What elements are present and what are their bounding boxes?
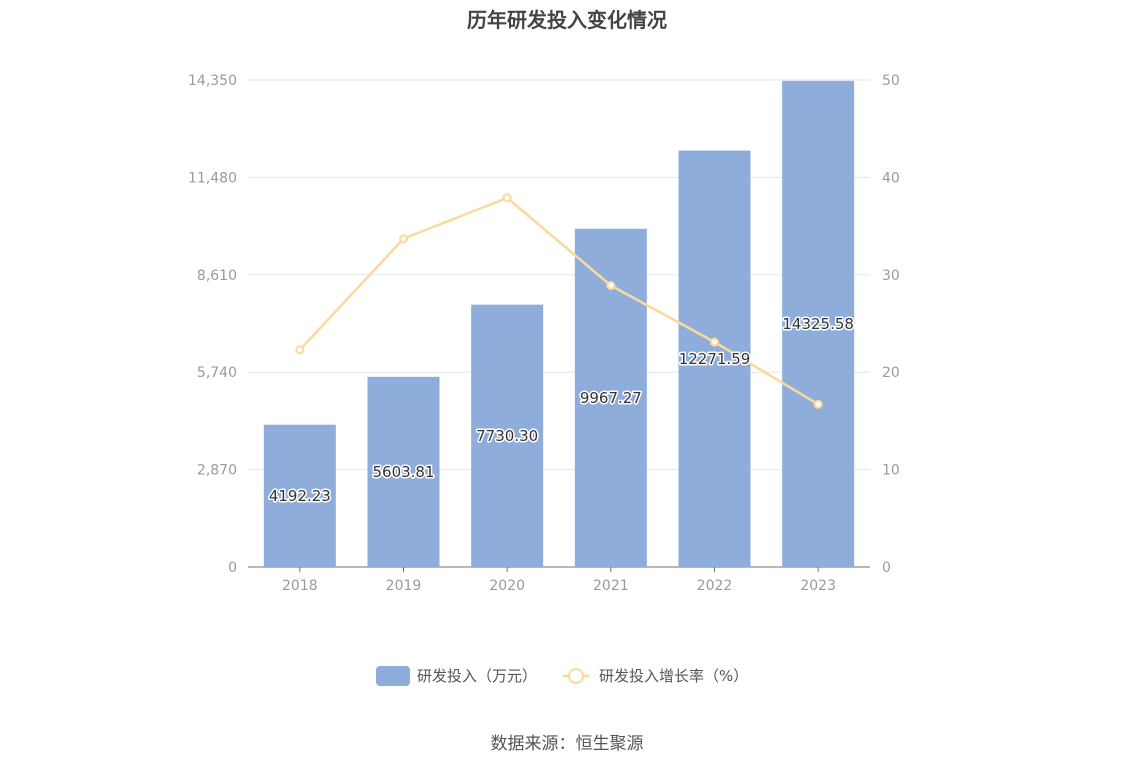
bar [782,80,855,568]
bar-value-label: 12271.59 [679,350,751,368]
bar-value-label: 5603.81 [372,463,434,481]
y-left-tick-label: 14,350 [188,73,237,89]
x-tick-label: 2018 [282,578,318,594]
chart-title: 历年研发投入变化情况 [467,8,667,32]
growth-rate-line [298,196,819,406]
growth-rate-point [606,281,616,291]
y-left-tick-label: 11,480 [188,170,237,186]
x-tick-label: 2023 [800,578,836,594]
growth-rate-point [813,399,823,409]
y-left-tick-label: 2,870 [197,463,237,479]
bar-value-label: 4192.23 [269,487,331,505]
y-right-tick-label: 30 [882,268,900,284]
legend-label-bar: 研发投入（万元） [417,667,537,685]
data-source: 数据来源：恒生聚源 [490,734,644,754]
y-left-tick-label: 5,740 [197,365,237,381]
bar-value-label: 7730.30 [476,427,538,445]
x-tick-label: 2020 [489,578,525,594]
growth-rate-point [502,193,512,203]
growth-rate-point [399,234,408,244]
y-right-tick-label: 40 [882,170,900,186]
x-tick-label: 2022 [697,578,733,594]
legend-label-line: 研发投入增长率（%） [599,667,748,685]
bar-value-label: 14325.58 [782,315,854,333]
growth-rate-point [710,337,719,347]
bar [263,424,336,567]
growth-rate-point [295,345,305,355]
bar [678,150,751,567]
y-left-tick-label: 8,610 [197,268,237,284]
x-tick-label: 2021 [593,578,629,594]
bar [471,304,544,567]
y-left-tick-label: 0 [228,560,237,576]
bar-value-label: 9967.27 [580,389,642,407]
y-right-tick-label: 20 [882,365,900,381]
y-right-tick-label: 50 [882,73,900,89]
bar [367,376,440,567]
x-tick-label: 2019 [386,578,422,594]
y-right-tick-label: 10 [882,463,900,479]
y-right-tick-label: 0 [882,560,891,576]
legend-swatch-line-marker [568,668,584,684]
legend-swatch-bar [376,666,410,686]
